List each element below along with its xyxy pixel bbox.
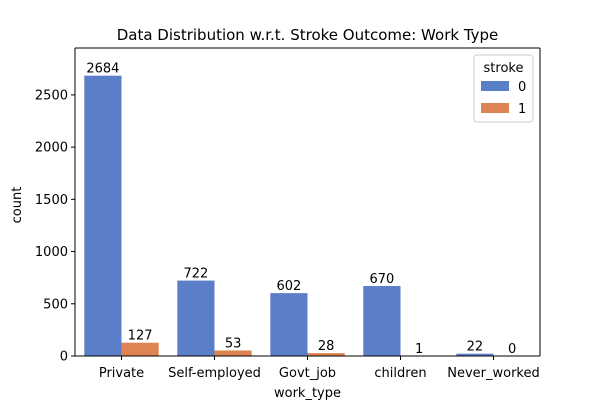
legend-swatch-0 [481,81,509,91]
data-label-series-1-1: 53 [225,336,242,351]
x-tick-label-0: Private [99,366,144,381]
data-label-series-0-4: 22 [467,340,484,355]
legend: stroke 0 1 [473,54,534,123]
axis-ticks: 0 500 1000 1500 2000 2500 Private Self-employed… [35,88,540,381]
y-tick-label-1: 500 [43,297,68,312]
data-label-series-1-3: 1 [415,342,423,357]
bar-series-1-0 [121,342,159,356]
data-label-series-0-2: 602 [276,279,301,294]
bar-series-0-4 [456,353,494,356]
bar-series-0-2 [270,293,308,356]
y-tick-label-2: 1000 [35,245,68,260]
data-label-series-1-0: 127 [128,329,153,344]
legend-label-1: 1 [518,102,526,117]
data-label-series-0-0: 2684 [86,62,119,77]
chart-title: Data Distribution w.r.t. Stroke Outcome:… [117,26,499,44]
x-tick-label-1: Self-employed [168,366,261,381]
y-tick-label-4: 2000 [35,141,68,156]
bar-series-0-3 [363,286,401,356]
legend-title: stroke [484,61,524,76]
x-tick-label-2: Govt_job [279,366,336,381]
legend-swatch-1 [481,103,509,113]
bar-series-0-0 [84,75,122,356]
plot-area: 2684 722 602 670 22 127 53 28 1 0 [74,47,541,357]
data-label-series-0-3: 670 [369,272,394,287]
bar-series-0-1 [177,280,215,356]
y-tick-label-3: 1500 [35,193,68,208]
bar-series-1-1 [214,350,252,356]
y-axis-label: count [10,187,25,224]
data-label-series-1-2: 28 [318,339,335,354]
legend-label-0: 0 [518,80,526,95]
data-label-series-1-4: 0 [508,342,516,357]
x-tick-label-4: Never_worked [447,366,540,381]
x-axis-label: work_type [274,386,341,400]
bar-series-1-2 [307,353,345,356]
data-label-series-0-1: 722 [183,267,208,282]
y-tick-label-5: 2500 [35,88,68,103]
x-tick-label-3: children [374,366,426,381]
y-tick-label-0: 0 [60,350,68,365]
